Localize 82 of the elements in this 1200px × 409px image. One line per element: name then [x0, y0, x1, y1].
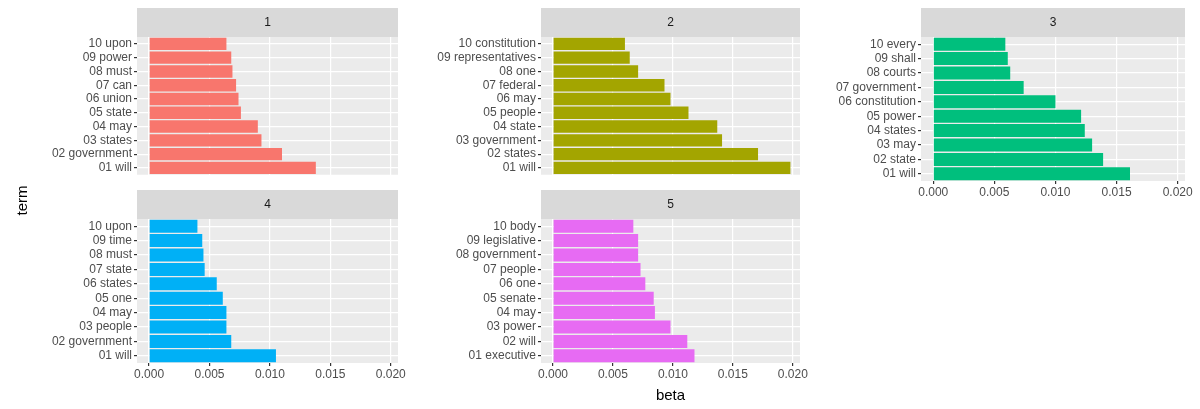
y-tick-label: 01 will — [98, 348, 132, 363]
y-tick-label: 01 will — [882, 166, 916, 181]
y-axis-title: term — [12, 185, 29, 215]
chart-title: 4 — [264, 196, 272, 211]
y-tick-label: 09 representatives — [437, 49, 536, 64]
x-tick-label: 0.020 — [777, 366, 809, 381]
chart-title: 5 — [667, 196, 675, 211]
x-tick-label: 0.015 — [315, 366, 346, 381]
chart-title: 1 — [264, 14, 272, 29]
y-tick-label: 07 people — [483, 261, 537, 276]
y-tick-label: 09 time — [92, 232, 133, 247]
y-tick-label: 05 senate — [483, 290, 537, 305]
x-tick-label: 0.005 — [194, 366, 225, 381]
x-tick-label: 0.005 — [597, 366, 629, 381]
bar — [553, 92, 671, 106]
y-tick-label: 10 upon — [88, 218, 132, 233]
y-tick-label: 08 must — [89, 247, 133, 262]
y-tick-label: 05 people — [483, 105, 537, 120]
y-tick-label: 10 constitution — [458, 36, 536, 51]
y-tick-label: 04 may — [92, 118, 132, 133]
x-tick-label: 0.015 — [1101, 184, 1132, 199]
y-tick-label: 06 constitution — [838, 94, 916, 109]
x-tick-label: 0.015 — [717, 366, 749, 381]
y-tick-label: 04 state — [493, 118, 537, 133]
y-tick-label: 05 power — [866, 108, 916, 123]
y-tick-label: 06 union — [85, 91, 132, 106]
x-axis-title: beta — [655, 386, 686, 404]
y-tick-label: 02 will — [502, 333, 536, 348]
y-tick-label: 04 may — [92, 304, 132, 319]
y-tick-label: 08 must — [89, 63, 133, 78]
bar — [149, 161, 316, 175]
y-tick-label: 04 states — [867, 122, 916, 137]
y-tick-label: 03 power — [486, 319, 536, 334]
y-tick-label: 07 government — [835, 79, 917, 94]
y-tick-label: 03 people — [79, 319, 133, 334]
y-tick-label: 08 courts — [866, 65, 916, 80]
x-tick-label: 0.020 — [1162, 184, 1194, 199]
chart-title: 2 — [667, 14, 675, 29]
y-tick-label: 02 government — [51, 333, 133, 348]
y-tick-label: 09 power — [82, 49, 132, 64]
x-tick-label: 0.005 — [979, 184, 1010, 199]
bar — [933, 138, 1093, 152]
x-tick-label: 0.010 — [657, 366, 689, 381]
y-tick-label: 03 states — [83, 132, 132, 147]
y-tick-label: 10 body — [493, 218, 536, 233]
bar — [149, 92, 239, 106]
y-tick-label: 02 state — [873, 151, 917, 166]
y-tick-label: 03 government — [455, 132, 537, 147]
y-tick-label: 04 may — [496, 304, 536, 319]
y-tick-label: 01 will — [502, 160, 536, 175]
y-tick-label: 06 one — [499, 276, 537, 291]
y-tick-label: 09 shall — [874, 50, 916, 65]
y-tick-label: 09 legislative — [466, 232, 537, 247]
y-tick-label: 01 will — [98, 160, 132, 175]
y-tick-label: 08 government — [455, 247, 537, 262]
y-tick-label: 10 every — [869, 36, 916, 51]
x-tick-label: 0.000 — [918, 184, 949, 199]
x-tick-label: 0.000 — [537, 366, 569, 381]
y-tick-label: 03 may — [876, 137, 916, 152]
x-tick-label: 0.010 — [1040, 184, 1071, 199]
bar — [149, 320, 227, 334]
x-tick-label: 0.000 — [134, 366, 165, 381]
y-tick-label: 08 one — [499, 63, 537, 78]
y-tick-label: 07 can — [95, 77, 132, 92]
bar — [553, 161, 791, 175]
y-tick-label: 05 state — [89, 105, 133, 120]
y-tick-label: 05 one — [95, 290, 133, 305]
x-tick-label: 0.020 — [375, 366, 407, 381]
bar — [553, 248, 639, 262]
y-tick-label: 01 executive — [468, 348, 537, 363]
y-tick-label: 06 states — [83, 276, 132, 291]
bar — [553, 320, 671, 334]
y-tick-label: 02 government — [51, 146, 133, 161]
y-tick-label: 07 federal — [482, 77, 536, 92]
bar — [933, 66, 1011, 80]
chart-title: 3 — [1049, 14, 1057, 29]
y-tick-label: 02 states — [487, 146, 536, 161]
x-tick-label: 0.010 — [254, 366, 286, 381]
y-tick-label: 06 may — [496, 91, 536, 106]
bar — [149, 248, 204, 262]
y-tick-label: 10 upon — [88, 36, 132, 51]
y-tick-label: 07 state — [89, 261, 133, 276]
